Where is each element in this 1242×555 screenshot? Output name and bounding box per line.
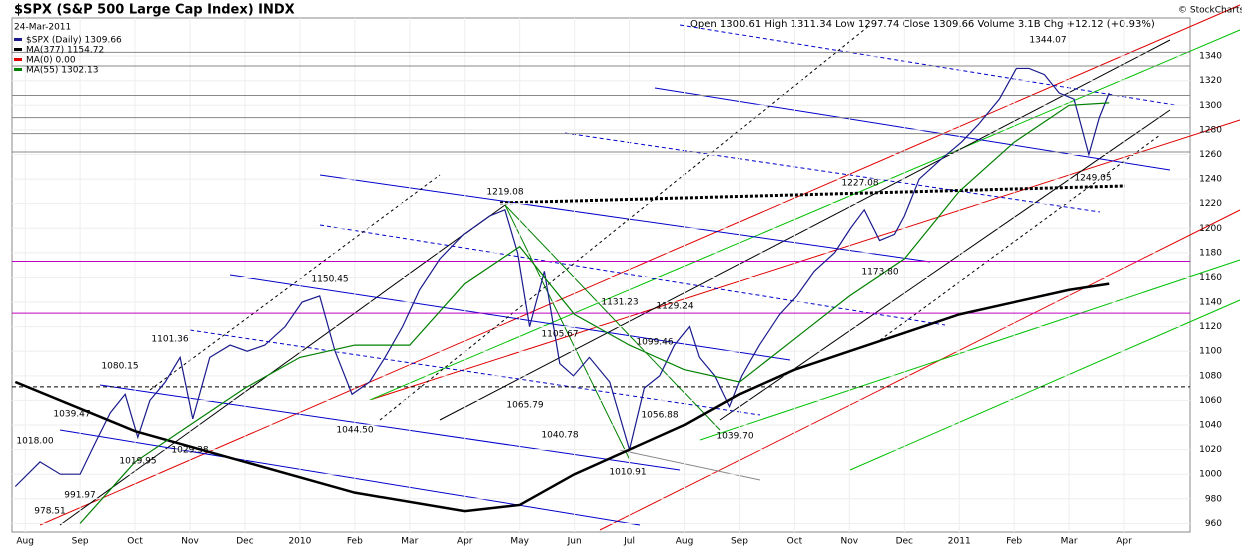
price-annotation: 1039.70 <box>716 432 753 442</box>
price-annotation: 1099.46 <box>636 338 673 348</box>
x-tick-label: Jun <box>567 537 582 547</box>
y-tick-label: 1040 <box>1199 421 1222 431</box>
y-tick-label: 1140 <box>1199 298 1222 308</box>
y-tick-label: 1120 <box>1199 322 1222 332</box>
y-tick-label: 1240 <box>1199 175 1222 185</box>
price-annotation: 1065.79 <box>506 401 543 411</box>
x-tick-label: May <box>510 537 529 547</box>
x-tick-label: 2010 <box>288 537 311 547</box>
legend-label: MA(0) 0.00 <box>26 56 76 66</box>
legend-label: MA(377) 1154.72 <box>26 46 104 56</box>
price-annotation: 1018.00 <box>16 437 53 447</box>
series-line <box>14 282 1110 513</box>
x-tick-label: Apr <box>1116 537 1132 547</box>
x-tick-label: Oct <box>127 537 143 547</box>
x-tick-label: Feb <box>347 537 363 547</box>
y-tick-label: 1320 <box>1199 76 1222 86</box>
price-annotation: 1219.08 <box>486 188 523 198</box>
price-annotation: 1039.47 <box>53 410 90 420</box>
y-tick-label: 1000 <box>1199 470 1222 480</box>
price-annotation: 1029.38 <box>171 446 208 456</box>
x-tick-label: Apr <box>457 537 473 547</box>
legend-swatch <box>14 58 22 61</box>
legend-label: MA(55) 1302.13 <box>26 66 98 76</box>
price-annotation: 1105.67 <box>541 330 578 340</box>
price-annotation: 991.97 <box>64 491 96 501</box>
copyright: © StockCharts.com <box>1178 6 1242 16</box>
y-tick-label: 1300 <box>1199 101 1222 111</box>
y-tick-label: 980 <box>1205 494 1222 504</box>
price-annotation: 1150.45 <box>311 275 348 285</box>
price-annotation: 1101.36 <box>151 335 188 345</box>
chart-title: $SPX (S&P 500 Large Cap Index) INDX <box>14 3 295 18</box>
series-line <box>14 67 1110 487</box>
date-label: 24-Mar-2011 <box>14 23 71 33</box>
price-annotation: 1040.78 <box>541 431 578 441</box>
legend-swatch <box>14 68 22 71</box>
price-annotation: 1249.05 <box>1074 174 1111 184</box>
y-tick-label: 1060 <box>1199 396 1222 406</box>
price-annotation: 1173.80 <box>861 268 898 278</box>
x-tick-label: Nov <box>181 537 199 547</box>
x-tick-label: Mar <box>1061 537 1078 547</box>
price-annotation: 1129.24 <box>656 302 693 312</box>
y-tick-label: 960 <box>1205 519 1222 529</box>
y-tick-label: 1080 <box>1199 371 1222 381</box>
x-tick-label: Feb <box>1006 537 1022 547</box>
x-tick-label: Oct <box>787 537 803 547</box>
price-annotation: 1010.91 <box>609 468 646 478</box>
y-tick-label: 1260 <box>1199 150 1222 160</box>
legend-label: $SPX (Daily) 1309.66 <box>26 36 122 46</box>
price-annotation: 1131.23 <box>601 298 638 308</box>
x-tick-label: Nov <box>841 537 859 547</box>
x-tick-label: Sep <box>731 537 748 547</box>
y-tick-label: 1280 <box>1199 125 1222 135</box>
y-tick-label: 1020 <box>1199 445 1222 455</box>
price-annotation: 978.51 <box>34 507 66 517</box>
price-annotation: 1044.50 <box>336 426 373 436</box>
y-tick-label: 1180 <box>1199 248 1222 258</box>
y-tick-label: 1340 <box>1199 52 1222 62</box>
y-tick-label: 1160 <box>1199 273 1222 283</box>
x-tick-label: Aug <box>16 537 34 547</box>
quote-header: Open 1300.61 High 1311.34 Low 1297.74 Cl… <box>690 19 1155 30</box>
price-annotation: 1080.15 <box>101 362 138 372</box>
y-tick-label: 1200 <box>1199 224 1222 234</box>
price-annotation: 1344.07 <box>1029 36 1066 46</box>
legend-swatch <box>14 48 22 51</box>
x-tick-label: Aug <box>676 537 694 547</box>
legend-swatch <box>14 38 22 41</box>
x-tick-label: Sep <box>72 537 89 547</box>
x-tick-label: Dec <box>896 537 913 547</box>
x-tick-label: 2011 <box>948 537 971 547</box>
x-tick-label: Jul <box>623 537 635 547</box>
price-annotation: 1227.08 <box>841 179 878 189</box>
series-line <box>79 102 1110 524</box>
x-tick-label: Mar <box>401 537 418 547</box>
plot-frame <box>11 17 1191 533</box>
y-tick-label: 1220 <box>1199 199 1222 209</box>
price-annotation: 1056.88 <box>641 411 678 421</box>
x-tick-label: Dec <box>236 537 253 547</box>
price-annotation: 1019.95 <box>119 457 156 467</box>
y-tick-label: 1100 <box>1199 347 1222 357</box>
